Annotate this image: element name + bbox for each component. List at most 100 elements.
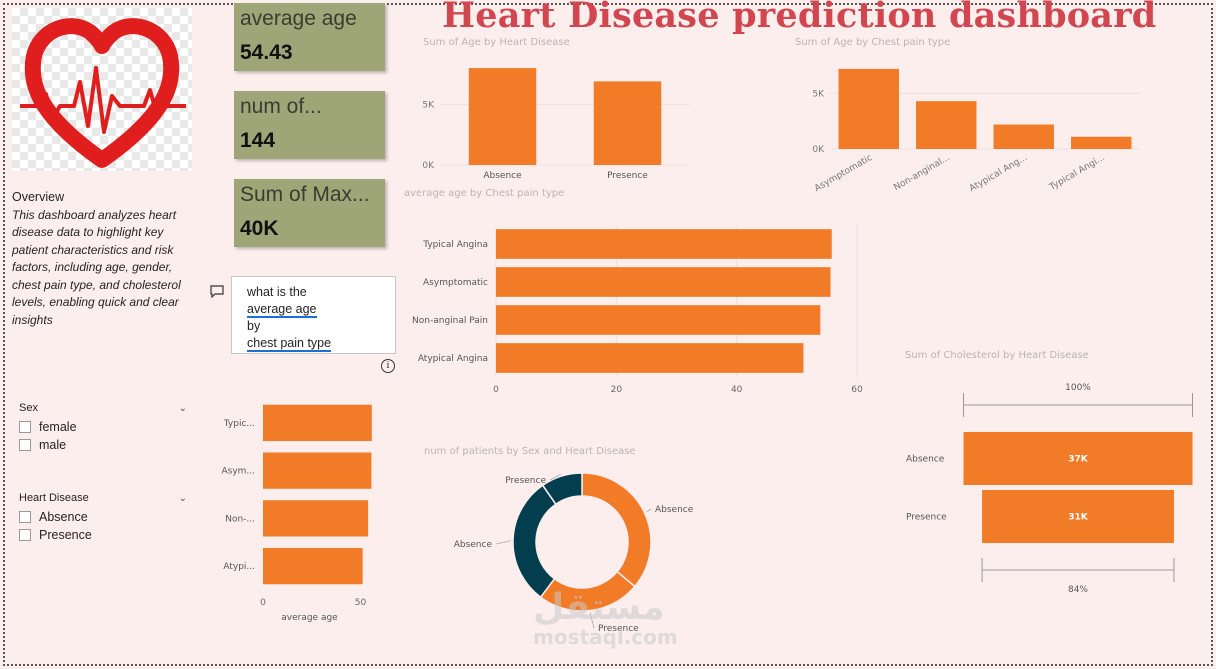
leader-line [589,612,595,629]
chart-title-patients-by-sex: num of patients by Sex and Heart Disease [424,446,636,457]
bar [496,343,804,373]
x-tick-label: Asymptomatic [813,153,874,194]
overview-panel: Overview This dashboard analyzes heart d… [12,189,190,329]
info-icon[interactable]: i [381,359,395,373]
x-tick-label: Typical Angi... [1047,153,1107,193]
x-tick-label: 20 [611,385,623,395]
y-tick-label: Atypical Angina [418,354,488,364]
y-tick-label: Atypi... [223,562,255,572]
bar [263,547,363,585]
watermark-latin: mostaql.com [533,625,678,649]
x-tick-label: 40 [731,385,743,395]
leader-line [549,473,562,481]
watermark-arabic: مستقل [533,587,665,628]
bar [916,101,977,149]
y-tick-label: 0K [422,161,435,171]
y-tick-label: Typical Angina [422,240,488,250]
donut-slice [512,484,557,599]
slicer-option-female[interactable]: female [19,420,187,434]
funnel-value-label: 31K [1068,513,1089,523]
funnel-bottom-pct: 84% [1068,585,1088,595]
x-tick-label: 0 [260,598,266,608]
bar [263,452,372,489]
qa-box[interactable]: what is the average age by chest pain ty… [231,276,396,354]
donut-slice [581,472,652,588]
bar [496,229,832,259]
funnel-top-pct: 100% [1065,383,1091,393]
x-tick-label: Absence [483,171,522,181]
option-label: male [39,438,67,452]
slicer-sex: Sex ⌄ female male [19,402,187,452]
chart-avg-age-small[interactable]: 0 50 Typic... Asym... Non-... Atypi... average… [205,385,405,635]
kpi-value: 54.43 [240,41,293,64]
checkbox[interactable] [19,439,31,451]
bar [263,404,372,442]
y-tick-label: Non-anginal Pain [412,316,488,326]
overview-heading: Overview [12,190,65,204]
chevron-down-icon[interactable]: ⌄ [178,492,187,504]
bar [496,305,821,335]
leader-line [646,508,652,513]
kpi-label: average age [240,7,357,30]
kpi-card-sum-max[interactable]: Sum of Max... 40K [234,179,385,247]
kpi-label: num of... [240,95,322,118]
kpi-value: 144 [240,129,276,152]
chart-age-by-heart-disease[interactable]: 0K 5K Absence Presence [410,52,690,187]
checkbox[interactable] [19,421,31,433]
qa-line: by [247,319,261,333]
slicer-option-absence[interactable]: Absence [19,510,187,524]
slice-label: Presence [598,624,639,634]
bar [593,81,662,165]
chevron-down-icon[interactable]: ⌄ [178,402,187,414]
checkbox[interactable] [19,511,31,523]
chart-title-avg-age-by-cp: average age by Chest pain type [404,188,565,199]
y-tick-label: Asymptomatic [423,278,488,288]
dashboard-frame [3,3,1213,666]
y-tick-label: 0K [812,145,825,155]
x-tick-label: 0 [493,385,499,395]
bar [1071,136,1132,149]
kpi-card-num-patients[interactable]: num of... 144 [234,91,385,159]
chart-age-by-chest-pain[interactable]: 0K 5K Asymptomatic Non-anginal... Atypical A… [770,52,1150,202]
x-axis-label: average age [281,613,338,623]
slice-label: Presence [505,476,546,486]
heartbeat-icon [20,18,186,168]
x-tick-label: 60 [851,385,863,395]
slice-label: Absence [454,540,493,550]
bar [468,68,537,165]
option-label: female [39,420,77,434]
kpi-label: Sum of Max... [240,183,370,206]
slice-label: Absence [655,505,694,515]
y-tick-label: Non-... [225,514,255,524]
slicer-title: Sex [19,402,38,414]
y-tick-label: 5K [422,100,435,110]
slicer-title: Heart Disease [19,492,89,504]
option-label: Absence [39,510,88,524]
comment-icon[interactable] [210,283,224,302]
bar [496,267,831,297]
x-tick-label: 50 [355,598,367,608]
checkbox[interactable] [19,529,31,541]
qa-term[interactable]: average age [247,302,317,318]
slicer-option-presence[interactable]: Presence [19,528,187,542]
overview-text: This dashboard analyzes heart disease da… [12,207,181,327]
chart-donut-patients[interactable]: Absence Presence Absence Presence [440,462,740,642]
chart-avg-age-by-chest-pain[interactable]: 0 20 40 60 Typical Angina Asymptomatic Non-ang… [400,205,870,410]
qa-term[interactable]: chest pain type [247,336,332,352]
chart-title-age-by-cp: Sum of Age by Chest pain type [795,37,951,48]
watermark: مستقل mostaql.com [533,587,678,649]
dashboard-title: Heart Disease prediction dashboard [442,0,1157,36]
chart-title-age-by-hd: Sum of Age by Heart Disease [423,37,570,48]
y-tick-label: Typic... [223,419,255,429]
donut-slice [541,472,583,506]
chart-funnel-cholesterol[interactable]: 100% 37K Absence 31K Presence 84% [895,372,1205,602]
funnel-bar [982,490,1174,543]
slicer-option-male[interactable]: male [19,438,187,452]
funnel-bar [963,432,1193,485]
kpi-card-average-age[interactable]: average age 54.43 [234,3,385,71]
heart-logo [12,8,192,171]
y-tick-label: Asym... [221,467,255,477]
bar [993,124,1054,149]
funnel-category-label: Presence [906,513,947,523]
qa-line: what is the [247,285,307,299]
